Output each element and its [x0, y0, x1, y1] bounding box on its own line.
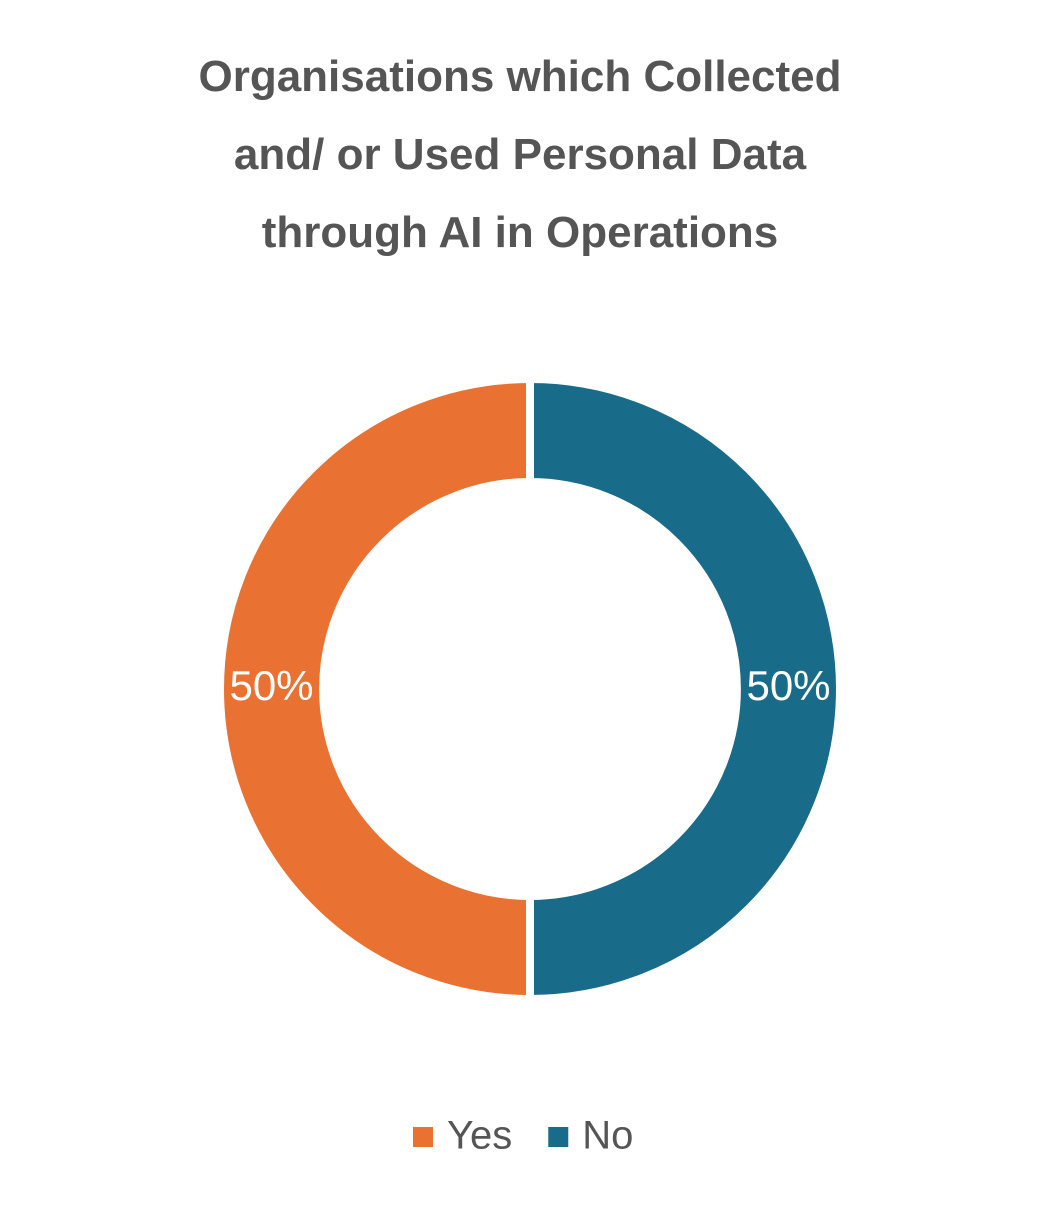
data-label: 50% [746, 662, 830, 709]
legend-label: No [582, 1114, 633, 1158]
legend-swatch [548, 1127, 569, 1147]
donut-slice [216, 374, 534, 1004]
data-label: 50% [229, 662, 313, 709]
legend-label: Yes [447, 1114, 512, 1158]
chart-title: Organisations which Collected and/ or Us… [198, 52, 842, 257]
legend-swatch [413, 1127, 433, 1147]
donut-slice [526, 374, 844, 1004]
